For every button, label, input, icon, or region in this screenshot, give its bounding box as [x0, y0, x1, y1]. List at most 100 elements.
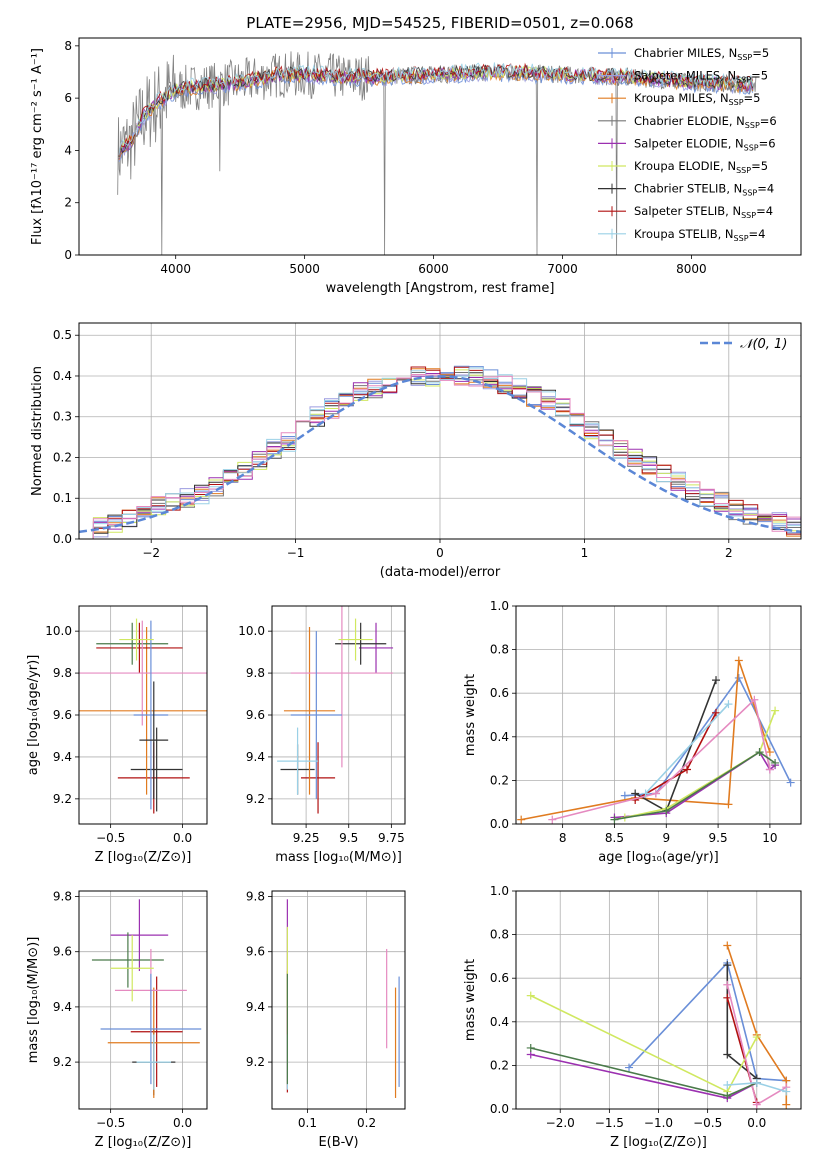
y-tick-label: 9.6: [53, 945, 72, 959]
weight-marker: [641, 789, 650, 798]
y-tick-label: 9.6: [53, 708, 72, 722]
y-tick-label: 0.0: [53, 532, 72, 546]
axes-frame: [515, 605, 802, 825]
y-tick-label: 9.8: [246, 890, 265, 904]
y-tick-label: 1.0: [490, 599, 509, 613]
weight-marker: [752, 1078, 761, 1087]
x-tick-label: −0.5: [96, 1116, 125, 1130]
weight-marker: [526, 1043, 535, 1052]
x-tick-label: 0: [436, 546, 444, 560]
weight-marker: [723, 1091, 732, 1100]
y-tick-label: 1.0: [490, 884, 509, 898]
weight-marker: [752, 1100, 761, 1109]
weight-vs-Z-plot-area: [526, 941, 791, 1109]
x-tick-label: 0.0: [173, 831, 192, 845]
error-bar-point: [300, 742, 336, 814]
y-tick-label: 0.5: [53, 328, 72, 342]
y-tick-label: 8: [64, 39, 72, 53]
weight-marker: [651, 789, 660, 798]
x-axis-label: Z [log₁₀(Z/Z⊙)]: [610, 1135, 707, 1150]
y-tick-label: 0.6: [490, 971, 509, 985]
weight-marker: [548, 815, 557, 824]
error-bar-point: [130, 727, 183, 812]
mass-vs-EBV-axes: 0.1 0.2 9.2 9.4 9.6 9.8 E(B-V): [246, 890, 406, 1150]
x-tick-label: 8: [559, 831, 567, 845]
residuals-plot-area: [79, 365, 801, 539]
error-bar-point: [335, 622, 387, 665]
weight-marker: [755, 748, 764, 757]
y-axis-label: mass [log₁₀(M/M⊙)]: [26, 937, 41, 1064]
axes-frame: [78, 890, 208, 1110]
x-tick-label: 5000: [289, 262, 320, 276]
y-tick-label: 9.8: [246, 666, 265, 680]
x-tick-label: 2: [725, 546, 733, 560]
x-axis-label: age [log₁₀(age/yr)]: [598, 850, 719, 865]
weight-vs-age-axes: 8 8.5 9 9.5 10 0.0 0.2 0.4 0.6 0.8 1.0 age [log₁₀(a…: [463, 599, 802, 865]
x-tick-label: −1: [287, 546, 305, 560]
legend-entry: Salpeter ELODIE, NSSP=6: [634, 136, 776, 152]
y-tick-label: 9.8: [53, 666, 72, 680]
weight-marker: [782, 1100, 791, 1109]
x-tick-label: 9.75: [378, 831, 405, 845]
y-tick-label: 0.6: [490, 686, 509, 700]
x-axis-label: Z [log₁₀(Z/Z⊙)]: [95, 1135, 192, 1150]
axes-frame: [78, 37, 802, 256]
y-tick-label: 0.0: [490, 817, 509, 831]
error-bar-point: [136, 1034, 172, 1090]
age-vs-Z-axes: −0.5 0.0 9.2 9.4 9.6 9.8 10.0 Z [log₁₀(Z/Z⊙)] ag…: [26, 605, 208, 865]
error-bar-point: [133, 620, 169, 810]
mass-vs-Z-axes: −0.5 0.0 9.2 9.4 9.6 9.8 Z [log₁₀(Z/Z⊙)] mass […: [26, 890, 208, 1150]
weight-marker: [620, 791, 629, 800]
spectrum-legend: Chabrier MILES, NSSP=5 Salpeter MILES, NS…: [598, 46, 777, 243]
y-tick-label: 0.2: [53, 450, 72, 464]
y-tick-label: 9.6: [246, 945, 265, 959]
weight-marker: [712, 708, 721, 717]
y-tick-label: 9.2: [246, 792, 265, 806]
weight-series-line: [614, 750, 776, 819]
axes-frame: [78, 322, 802, 540]
model-spectrum-line: [118, 62, 753, 157]
error-bar-point: [79, 626, 207, 795]
weight-marker: [683, 765, 691, 774]
y-tick-label: 0.3: [53, 410, 72, 424]
error-bar-point: [110, 935, 154, 1002]
x-tick-label: −2.0: [546, 1116, 575, 1130]
error-bar-point: [91, 932, 164, 988]
error-bar-point: [100, 973, 202, 1085]
error-bar-point: [79, 620, 207, 726]
error-bar-point: [338, 618, 373, 661]
weight-marker: [723, 941, 732, 950]
legend-entry: 𝒩(0, 1): [740, 337, 787, 352]
weight-series-line: [624, 710, 776, 819]
axes-frame: [78, 605, 208, 825]
weight-marker: [786, 778, 795, 787]
legend-entry: Chabrier ELODIE, NSSP=6: [634, 114, 777, 130]
legend-entry: Kroupa ELODIE, NSSP=5: [634, 159, 768, 175]
y-tick-label: 0.8: [490, 928, 509, 942]
x-tick-label: 1: [581, 546, 589, 560]
weight-marker: [723, 1081, 732, 1090]
residual-histogram-line: [79, 374, 801, 539]
y-tick-label: 6: [64, 91, 72, 105]
axes-frame: [515, 890, 802, 1110]
x-tick-label: 10: [762, 831, 777, 845]
residuals-axes: −2 −1 0 1 2 0.0 0.1 0.2 0.3 0.4 0.5 (data-model)/er…: [30, 322, 802, 580]
legend-entry: Chabrier MILES, NSSP=5: [634, 46, 769, 62]
y-tick-label: 4: [64, 143, 72, 157]
weight-series-line: [628, 961, 787, 1082]
weight-marker: [734, 656, 743, 665]
y-tick-label: 0.2: [490, 773, 509, 787]
weight-series-line: [530, 994, 758, 1093]
y-tick-label: 10.0: [238, 624, 265, 638]
y-tick-label: 9.6: [246, 708, 265, 722]
weight-marker: [724, 700, 733, 709]
weight-marker: [782, 1087, 791, 1096]
x-tick-label: −0.5: [96, 831, 125, 845]
x-axis-label: E(B-V): [318, 1135, 358, 1150]
y-tick-label: 0.4: [490, 1015, 509, 1029]
y-tick-label: 9.4: [53, 1000, 72, 1014]
residual-histogram-line: [79, 368, 801, 539]
mass-vs-EBV-plot-area: [286, 899, 400, 1098]
y-tick-label: 2: [64, 196, 72, 210]
x-tick-label: −0.5: [693, 1116, 722, 1130]
